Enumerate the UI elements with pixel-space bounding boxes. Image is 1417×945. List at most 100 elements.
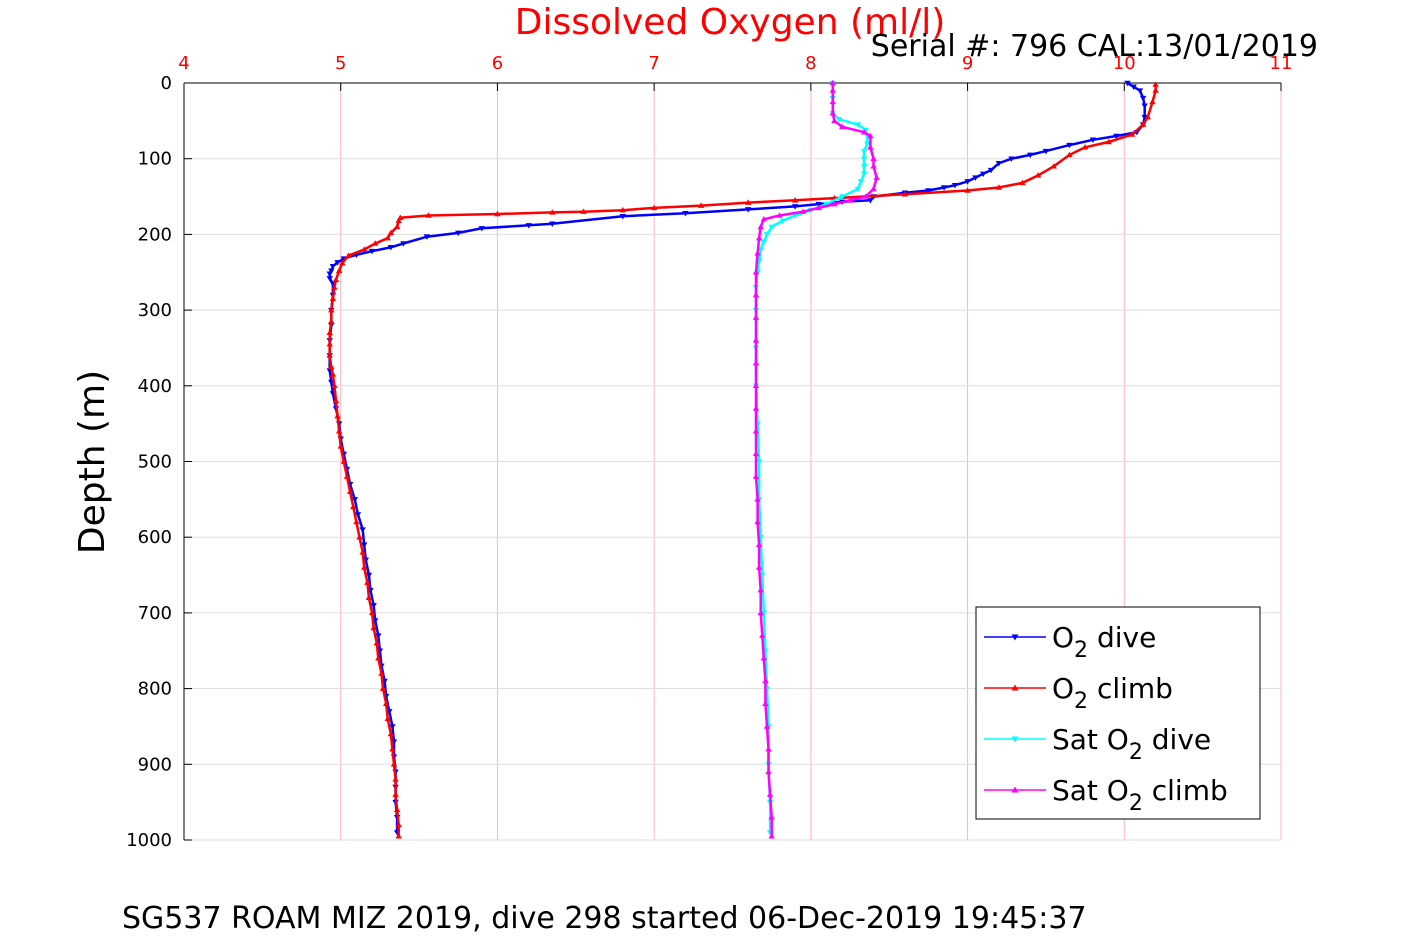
data-point-o2-dive [368,248,376,255]
data-point-o2-climb [368,609,376,616]
data-point-o2-dive [370,603,377,609]
data-point-o2-dive [619,213,626,220]
data-point-o2-climb [791,197,799,203]
data-point-o2-dive [1141,103,1148,109]
data-point-sat-o2-dive [860,164,868,170]
series-o2-climb [326,81,1159,839]
legend-marker-sat-o2-climb [1011,786,1019,793]
data-point-o2-dive [361,542,368,548]
data-point-o2-climb [384,715,391,722]
data-point-o2-climb [331,284,338,290]
data-point-o2-climb [345,252,352,258]
x-tick-label: 9 [962,53,973,74]
data-point-sat-o2-climb [870,163,877,169]
footer-caption: SG537 ROAM MIZ 2019, dive 298 started 06… [122,901,1087,936]
data-point-o2-climb [332,397,340,404]
data-point-o2-climb [328,363,335,370]
data-point-o2-dive [1139,95,1147,102]
data-point-sat-o2-climb [754,250,761,256]
data-point-o2-climb [1019,179,1026,186]
legend-label-sat-o2-climb: Sat O2 climb [1052,774,1228,816]
data-point-o2-climb [339,259,346,266]
data-point-sat-o2-climb [760,216,768,222]
data-point-sat-o2-dive [860,171,868,178]
data-point-sat-o2-climb [867,144,874,150]
data-point-sat-o2-climb [757,223,764,230]
data-point-sat-o2-climb [752,269,760,275]
y-tick-label: 100 [138,149,172,170]
y-tick-label: 600 [138,527,172,548]
data-point-sat-o2-climb [873,174,880,180]
x-tick-label: 10 [1113,53,1136,74]
data-point-o2-climb [1139,121,1147,127]
data-point-sat-o2-climb [829,98,836,105]
data-point-sat-o2-climb [763,723,771,729]
legend-label-sat-o2-dive: Sat O2 dive [1052,723,1211,765]
data-point-o2-dive [351,497,359,503]
data-point-o2-climb [387,730,395,737]
data-point-o2-dive [375,633,382,639]
data-point-o2-climb [359,549,366,555]
data-point-o2-climb [326,352,333,358]
data-point-o2-dive [389,724,396,730]
data-point-sat-o2-climb [755,541,763,548]
data-point-o2-dive [329,263,337,270]
data-point-o2-dive [682,210,689,217]
data-point-sat-o2-dive [860,156,868,162]
data-point-o2-climb [329,371,337,377]
data-point-sat-o2-dive [763,232,771,238]
data-point-o2-climb [328,318,335,324]
data-point-sat-o2-dive [839,194,846,200]
data-point-o2-climb [331,382,338,389]
data-point-o2-climb [389,745,396,752]
data-point-sat-o2-climb [829,87,836,93]
data-point-o2-dive [995,161,1003,167]
data-point-o2-dive [1113,133,1120,140]
y-tick-label: 1000 [126,830,172,851]
data-point-sat-o2-dive [854,186,862,193]
data-point-o2-dive [815,201,822,208]
data-point-o2-climb [337,443,344,449]
series-line-o2-climb [328,84,1157,837]
data-point-sat-o2-climb [752,405,760,411]
data-point-o2-dive [328,268,335,274]
data-point-sat-o2-climb [752,359,760,366]
data-point-o2-dive [1141,114,1148,121]
data-point-sat-o2-climb [867,132,874,139]
y-tick-label: 0 [161,73,172,94]
data-point-sat-o2-climb [759,632,766,638]
data-point-sat-o2-climb [752,473,760,479]
data-point-o2-climb [650,204,658,211]
data-point-sat-o2-climb [757,586,764,593]
data-point-o2-climb [392,791,399,797]
x-tick-label: 5 [335,53,346,74]
data-point-sat-o2-dive [835,117,843,123]
data-point-sat-o2-climb [846,197,854,203]
data-point-o2-climb [393,806,401,812]
data-point-o2-dive [940,185,948,191]
data-point-o2-dive [980,171,987,178]
data-point-o2-dive [423,234,431,240]
data-point-o2-climb [353,518,360,525]
legend-label-o2-dive: O2 dive [1052,621,1156,663]
legend-marker-o2-dive [1011,634,1019,641]
data-point-o2-dive [326,271,333,277]
data-point-sat-o2-dive [760,239,768,246]
data-point-o2-dive [326,276,333,282]
legend-box [975,606,1261,820]
data-point-sat-o2-dive [862,127,869,134]
data-point-sat-o2-climb [755,564,763,570]
data-point-o2-climb [1144,113,1151,120]
data-point-sat-o2-dive [791,213,799,219]
data-point-o2-climb [1050,163,1057,169]
data-point-o2-climb [346,488,354,495]
data-point-sat-o2-dive [768,224,775,231]
data-point-o2-dive [987,167,995,174]
data-point-o2-dive [549,221,556,228]
data-point-o2-climb [1152,81,1159,87]
data-point-o2-climb [328,306,335,313]
data-point-sat-o2-dive [860,148,868,155]
data-point-o2-climb [580,208,587,214]
data-point-o2-climb [343,473,351,479]
data-point-o2-climb [326,329,333,336]
